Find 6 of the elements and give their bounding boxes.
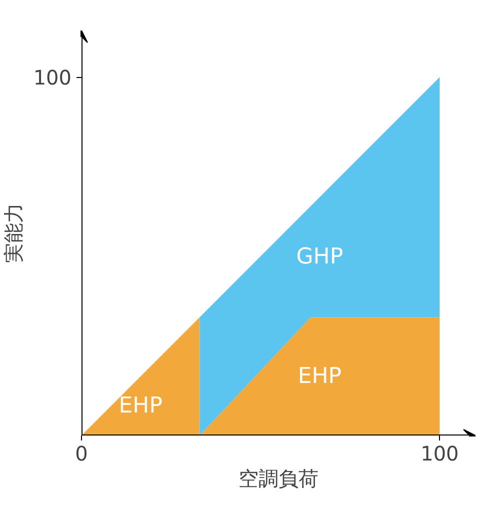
text: EHP (298, 364, 342, 389)
x-axis-title: 空調負荷 (238, 468, 318, 490)
x-tick-label: 0 (75, 442, 88, 466)
series-label: EHP (118, 393, 162, 418)
series-label: GHP (296, 244, 344, 270)
y-axis-title: 実能力 (2, 203, 26, 263)
